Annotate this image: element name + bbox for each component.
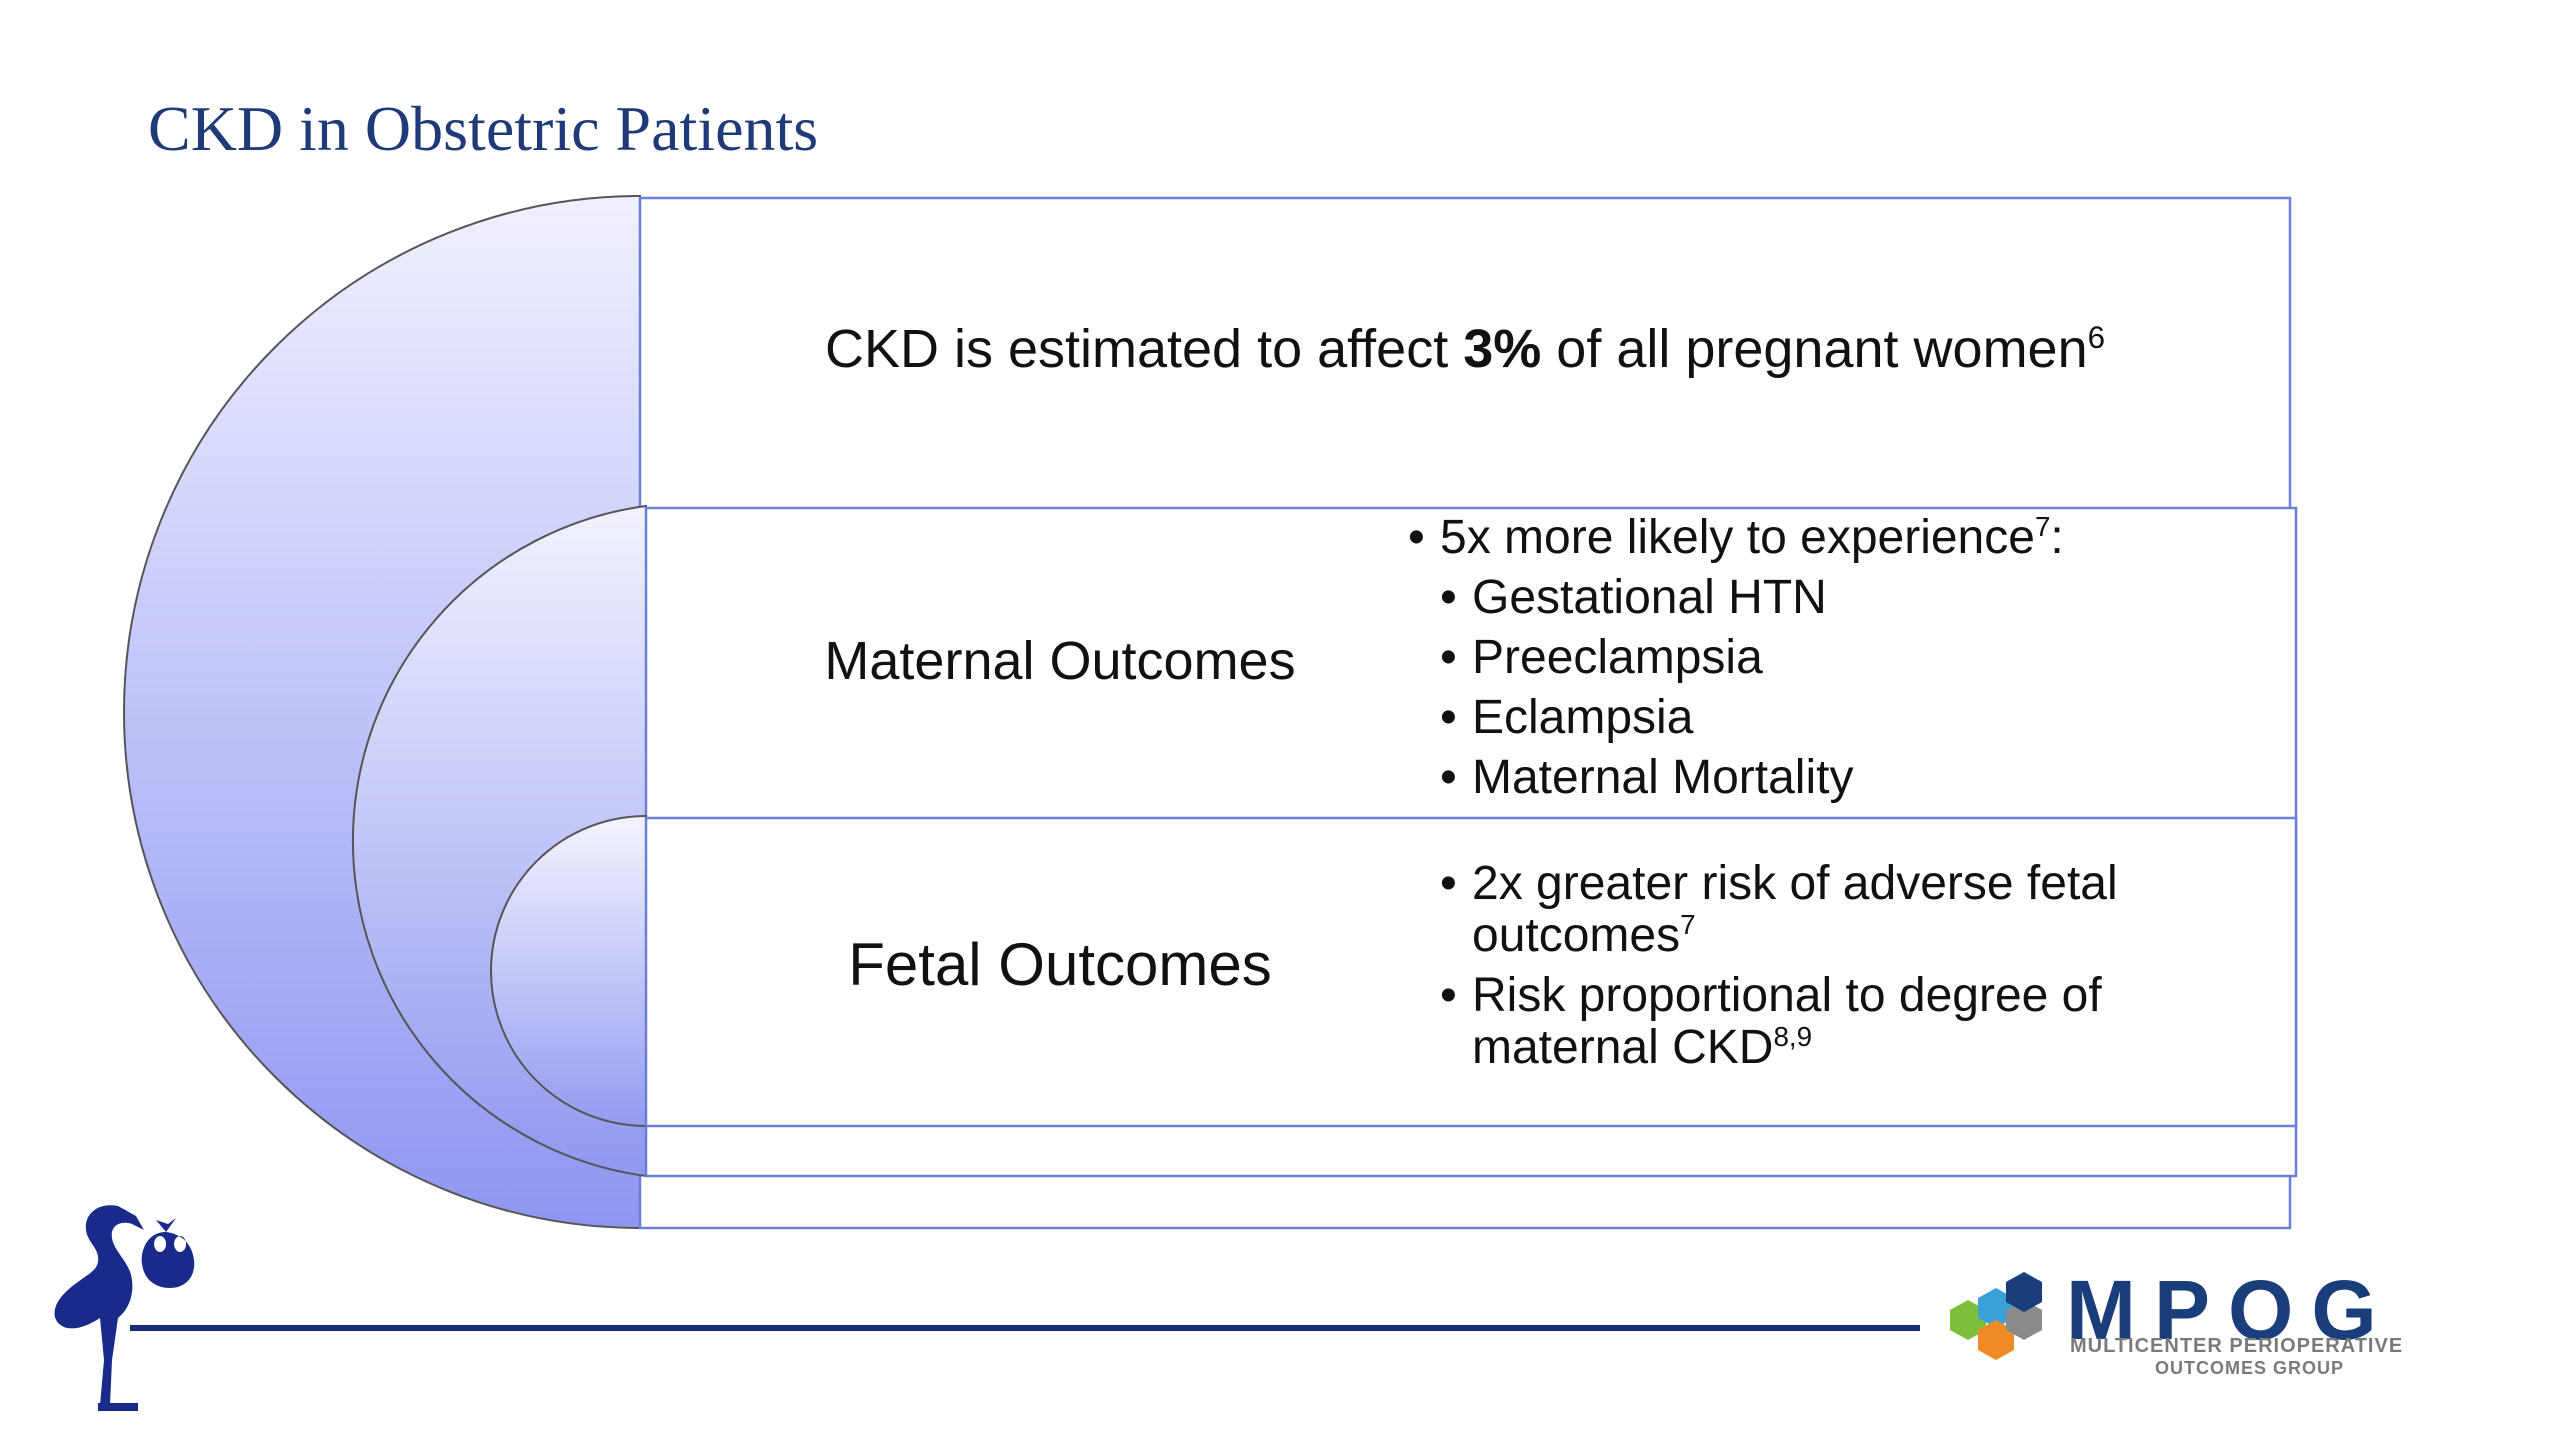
- mpog-logo-text: MPOG: [2066, 1263, 2395, 1357]
- prevalence-percent: 3%: [1463, 319, 1542, 379]
- list-item: Gestational HTN: [1440, 568, 2064, 628]
- maternal-lead-text: 5x more likely to experience: [1440, 511, 2035, 564]
- mpog-subtitle-line2: OUTCOMES GROUP: [2155, 1358, 2345, 1378]
- list-item: Maternal Mortality: [1440, 748, 2064, 808]
- fetal-item1-ref: 7: [1680, 909, 1696, 940]
- fetal-item2-text: maternal CKD: [1472, 1021, 1774, 1074]
- list-item: Risk proportional to degree of maternal …: [1440, 970, 2118, 1074]
- maternal-outcomes-list: 5x more likely to experience7: Gestation…: [1408, 508, 2064, 808]
- fetal-item1-line1: 2x greater risk of adverse fetal: [1472, 857, 2118, 910]
- maternal-lead-colon: :: [2050, 511, 2064, 564]
- maternal-outcomes-label: Maternal Outcomes: [824, 631, 1296, 691]
- slide-title: CKD in Obstetric Patients: [148, 93, 819, 164]
- prevalence-text-start: CKD is estimated to affect: [824, 319, 1464, 379]
- list-item: 2x greater risk of adverse fetal outcome…: [1440, 858, 2118, 962]
- fetal-item1-line2: outcomes7: [1472, 910, 2118, 962]
- fetal-item2-line1: Risk proportional to degree of: [1472, 969, 2102, 1022]
- mpog-subtitle-line1: MULTICENTER PERIOPERATIVE: [2070, 1335, 2404, 1357]
- mpog-hex-icon: [1950, 1272, 2042, 1360]
- inner-arc: [490, 814, 647, 1128]
- list-item: Eclampsia: [1440, 688, 2064, 748]
- fetal-item2-ref: 8,9: [1773, 1021, 1813, 1052]
- maternal-lead-ref: 7: [2034, 511, 2051, 542]
- prevalence-ref: 6: [2087, 320, 2106, 355]
- stork-icon: [54, 1205, 195, 1411]
- list-item: Preeclampsia: [1440, 628, 2064, 688]
- ckd-prevalence-text: CKD is estimated to affect 3% of all pre…: [640, 318, 2290, 380]
- fetal-item2-line2: maternal CKD8,9: [1472, 1022, 2118, 1074]
- prevalence-text-end: of all pregnant women: [1541, 319, 2088, 379]
- maternal-sublist: Gestational HTN Preeclampsia Eclampsia M…: [1440, 568, 2064, 808]
- maternal-lead-bullet: 5x more likely to experience7:: [1408, 508, 2064, 568]
- fetal-item1-text: outcomes: [1472, 909, 1681, 962]
- fetal-outcomes-label: Fetal Outcomes: [848, 931, 1272, 998]
- fetal-outcomes-list: 2x greater risk of adverse fetal outcome…: [1440, 858, 2118, 1082]
